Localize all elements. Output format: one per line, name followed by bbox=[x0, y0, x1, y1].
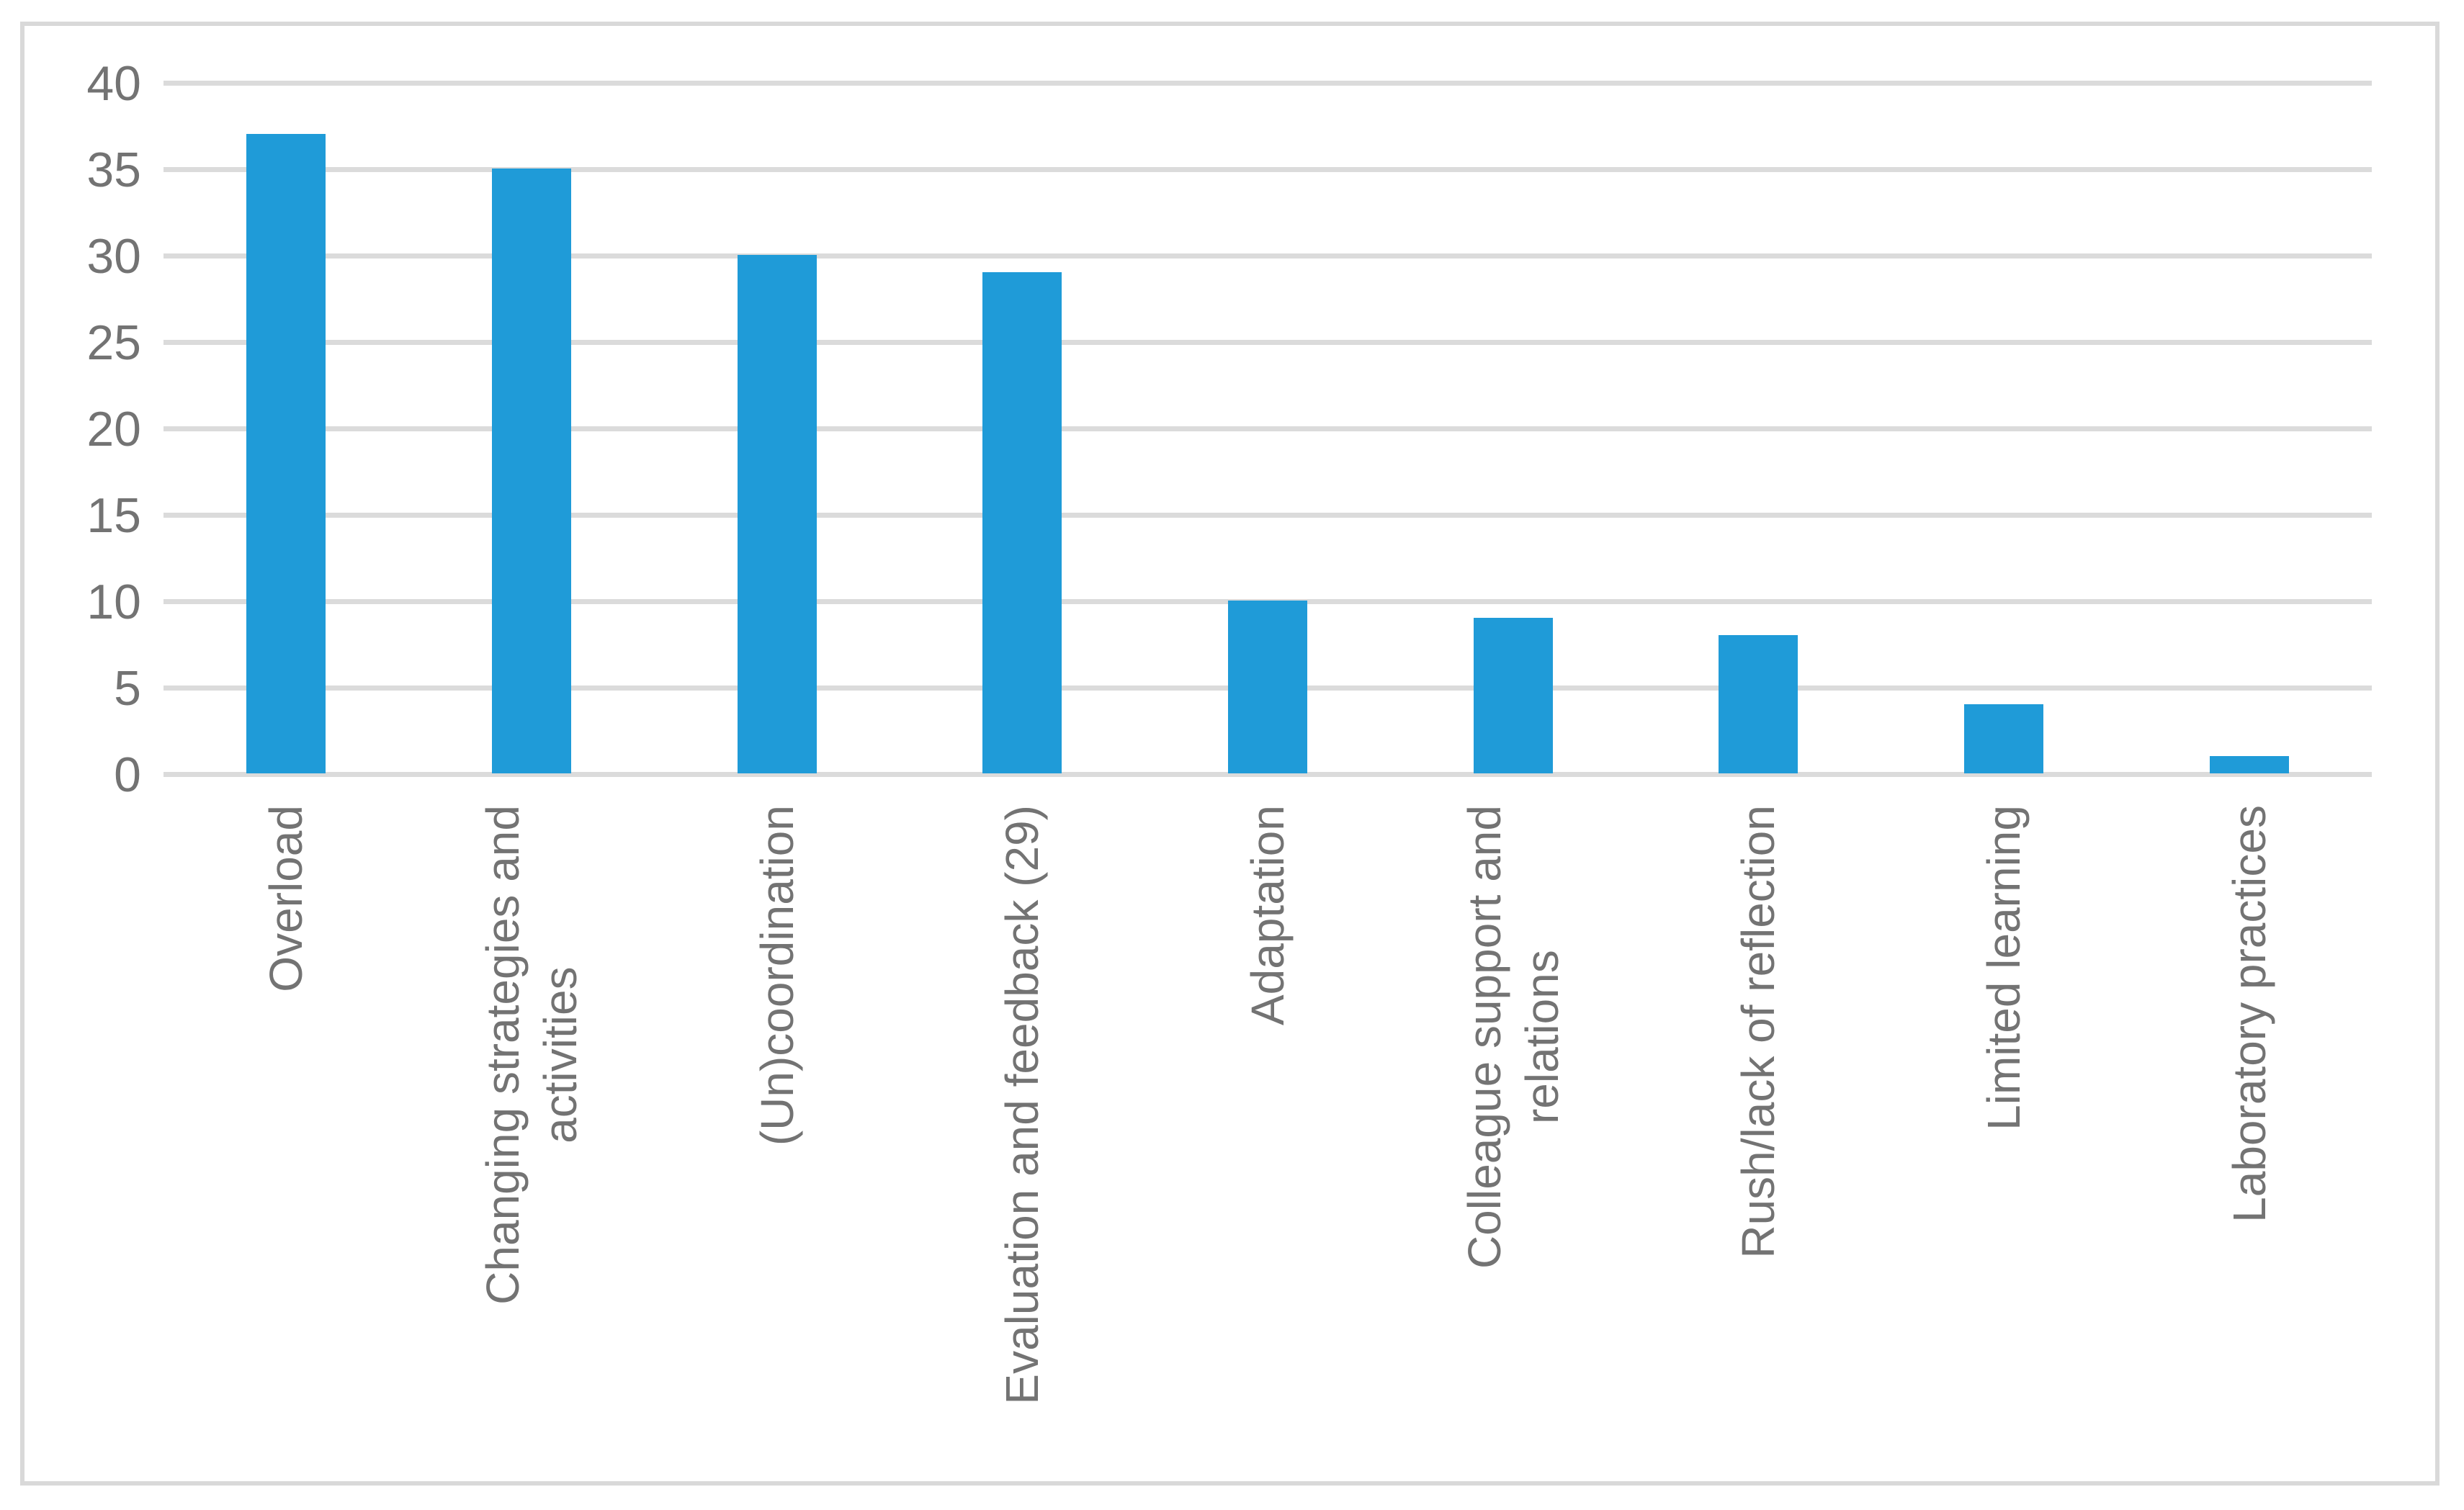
gridline bbox=[163, 513, 2372, 518]
bar bbox=[492, 168, 571, 773]
gridline bbox=[163, 253, 2372, 259]
gridline bbox=[163, 340, 2372, 345]
y-axis-tick-label: 0 bbox=[114, 747, 141, 802]
x-axis-category-cell: Rush/lack of reflection bbox=[1636, 805, 1881, 1468]
x-axis-category-label: Colleague support and relations bbox=[1458, 805, 1568, 1269]
bar bbox=[246, 134, 326, 773]
y-axis-tick-label: 25 bbox=[86, 315, 141, 370]
x-axis-category-cell: Changing strategies and activities bbox=[409, 805, 655, 1468]
gridline bbox=[163, 772, 2372, 777]
y-axis-tick-label: 20 bbox=[86, 401, 141, 457]
x-axis-category-label: Laboratory practices bbox=[2223, 805, 2275, 1223]
x-axis-category-label: Changing strategies and activities bbox=[476, 805, 586, 1305]
x-axis-category-label: Rush/lack of reflection bbox=[1732, 805, 1785, 1259]
x-axis-category-cell: (Un)coordination bbox=[654, 805, 900, 1468]
x-axis-category-cell: Colleague support and relations bbox=[1390, 805, 1636, 1468]
bar bbox=[982, 272, 1062, 773]
y-axis-tick-label: 10 bbox=[86, 574, 141, 629]
bar bbox=[1473, 618, 1553, 773]
bar bbox=[2209, 756, 2289, 773]
x-axis-category-label: (Un)coordination bbox=[751, 805, 803, 1146]
y-axis-tick-label: 5 bbox=[114, 660, 141, 716]
bar bbox=[737, 255, 817, 773]
y-axis-tick-label: 15 bbox=[86, 487, 141, 543]
x-axis-category-label: Adaptation bbox=[1241, 805, 1294, 1026]
x-axis-category-cell: Evaluation and feedback (29) bbox=[900, 805, 1145, 1468]
bar bbox=[1964, 704, 2043, 773]
x-axis-category-cell: Laboratory practices bbox=[2126, 805, 2372, 1468]
bar bbox=[1228, 601, 1307, 773]
x-axis-category-cell: Overload bbox=[163, 805, 409, 1468]
chart-frame: 0 5 10 15 20 25 30 35 40 Overload Changing strate… bbox=[20, 22, 2440, 1486]
x-axis-category-cell: Adaptation bbox=[1145, 805, 1391, 1468]
y-axis-tick-label: 30 bbox=[86, 228, 141, 284]
x-axis-category-label: Evaluation and feedback (29) bbox=[996, 805, 1049, 1405]
x-axis-category-label: Limited learning bbox=[1977, 805, 2030, 1131]
x-axis-category-label: Overload bbox=[260, 805, 313, 992]
y-axis-tick-label: 40 bbox=[86, 55, 141, 111]
x-axis-category-cell: Limited learning bbox=[1881, 805, 2127, 1468]
gridline bbox=[163, 81, 2372, 86]
bar bbox=[1719, 635, 1798, 773]
gridline bbox=[163, 167, 2372, 172]
gridline bbox=[163, 426, 2372, 431]
y-axis-tick-label: 35 bbox=[86, 142, 141, 197]
